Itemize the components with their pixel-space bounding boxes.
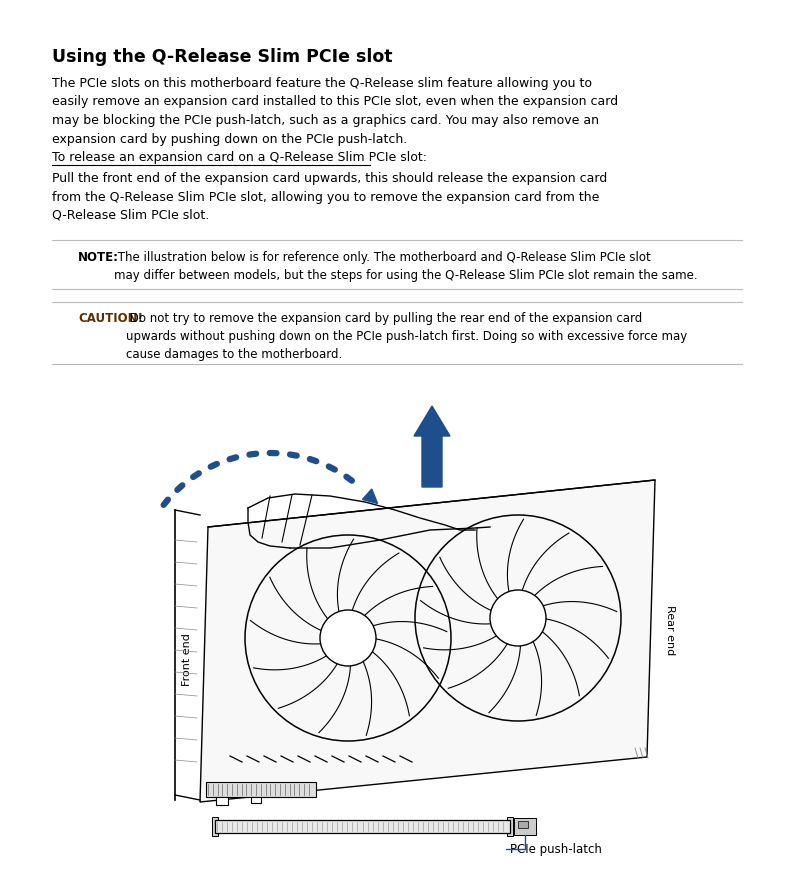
Bar xyxy=(251,797,261,803)
Text: Do not try to remove the expansion card by pulling the rear end of the expansion: Do not try to remove the expansion card … xyxy=(126,312,687,361)
Polygon shape xyxy=(200,480,655,802)
Polygon shape xyxy=(362,489,377,503)
Text: NOTE:: NOTE: xyxy=(78,251,119,264)
Bar xyxy=(514,818,536,835)
Text: CAUTION!: CAUTION! xyxy=(78,312,143,325)
Text: The illustration below is for reference only. The motherboard and Q-Release Slim: The illustration below is for reference … xyxy=(114,251,698,282)
FancyArrow shape xyxy=(414,406,450,487)
Bar xyxy=(216,797,228,805)
Text: Using the Q-Release Slim PCIe slot: Using the Q-Release Slim PCIe slot xyxy=(52,48,392,66)
Text: Rear end: Rear end xyxy=(665,604,675,655)
Text: Pull the front end of the expansion card upwards, this should release the expans: Pull the front end of the expansion card… xyxy=(52,172,607,222)
Bar xyxy=(212,817,218,836)
Bar xyxy=(518,821,528,828)
Text: Front end: Front end xyxy=(182,633,192,686)
Circle shape xyxy=(490,590,546,646)
Bar xyxy=(215,820,510,833)
Text: PCIe push-latch: PCIe push-latch xyxy=(510,842,602,855)
Bar xyxy=(507,817,513,836)
Circle shape xyxy=(320,610,376,666)
Bar xyxy=(206,782,316,797)
Text: To release an expansion card on a Q-Release Slim PCIe slot:: To release an expansion card on a Q-Rele… xyxy=(52,151,427,164)
Text: The PCIe slots on this motherboard feature the Q-Release slim feature allowing y: The PCIe slots on this motherboard featu… xyxy=(52,77,618,145)
